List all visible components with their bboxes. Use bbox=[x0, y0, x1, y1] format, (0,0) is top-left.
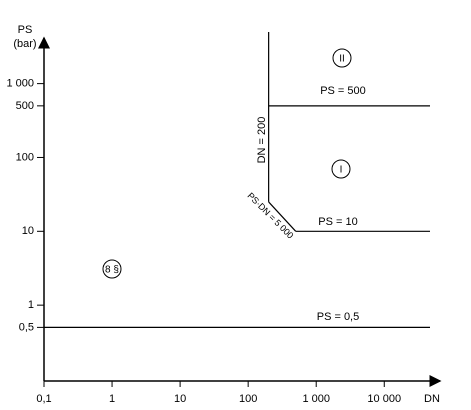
x-axis-label: DN bbox=[424, 393, 440, 405]
y-tick-label: 10 bbox=[22, 225, 34, 237]
boundary-line bbox=[268, 201, 297, 232]
y-tick-label: 500 bbox=[16, 100, 34, 112]
x-tick-label: 1 000 bbox=[302, 393, 330, 405]
y-tick-label: 1 bbox=[28, 299, 34, 311]
x-tick-label: 10 000 bbox=[367, 393, 401, 405]
x-tick-label: 10 bbox=[174, 393, 186, 405]
category-circle bbox=[102, 259, 122, 279]
y-tick-label: 100 bbox=[16, 151, 34, 163]
line-label: PS = 500 bbox=[320, 85, 366, 97]
category-label: I bbox=[340, 165, 343, 176]
line-label: PS = 0,5 bbox=[317, 311, 360, 323]
category-label: II bbox=[339, 54, 345, 65]
line-label: DN = 200 bbox=[256, 117, 268, 164]
line-label: PS·DN = 5 000 bbox=[245, 191, 295, 241]
category-label: 8 § bbox=[105, 265, 119, 276]
line-label: PS = 10 bbox=[318, 216, 357, 228]
x-tick-label: 0,1 bbox=[36, 393, 51, 405]
x-tick-label: 1 bbox=[109, 393, 115, 405]
category-circle bbox=[332, 48, 352, 68]
y-axis-label: PS bbox=[18, 24, 33, 36]
x-tick-label: 100 bbox=[239, 393, 257, 405]
y-axis-unit: (bar) bbox=[13, 38, 36, 50]
category-circle bbox=[331, 159, 351, 179]
y-tick-label: 1 000 bbox=[6, 78, 34, 90]
y-tick-label: 0,5 bbox=[19, 321, 34, 333]
